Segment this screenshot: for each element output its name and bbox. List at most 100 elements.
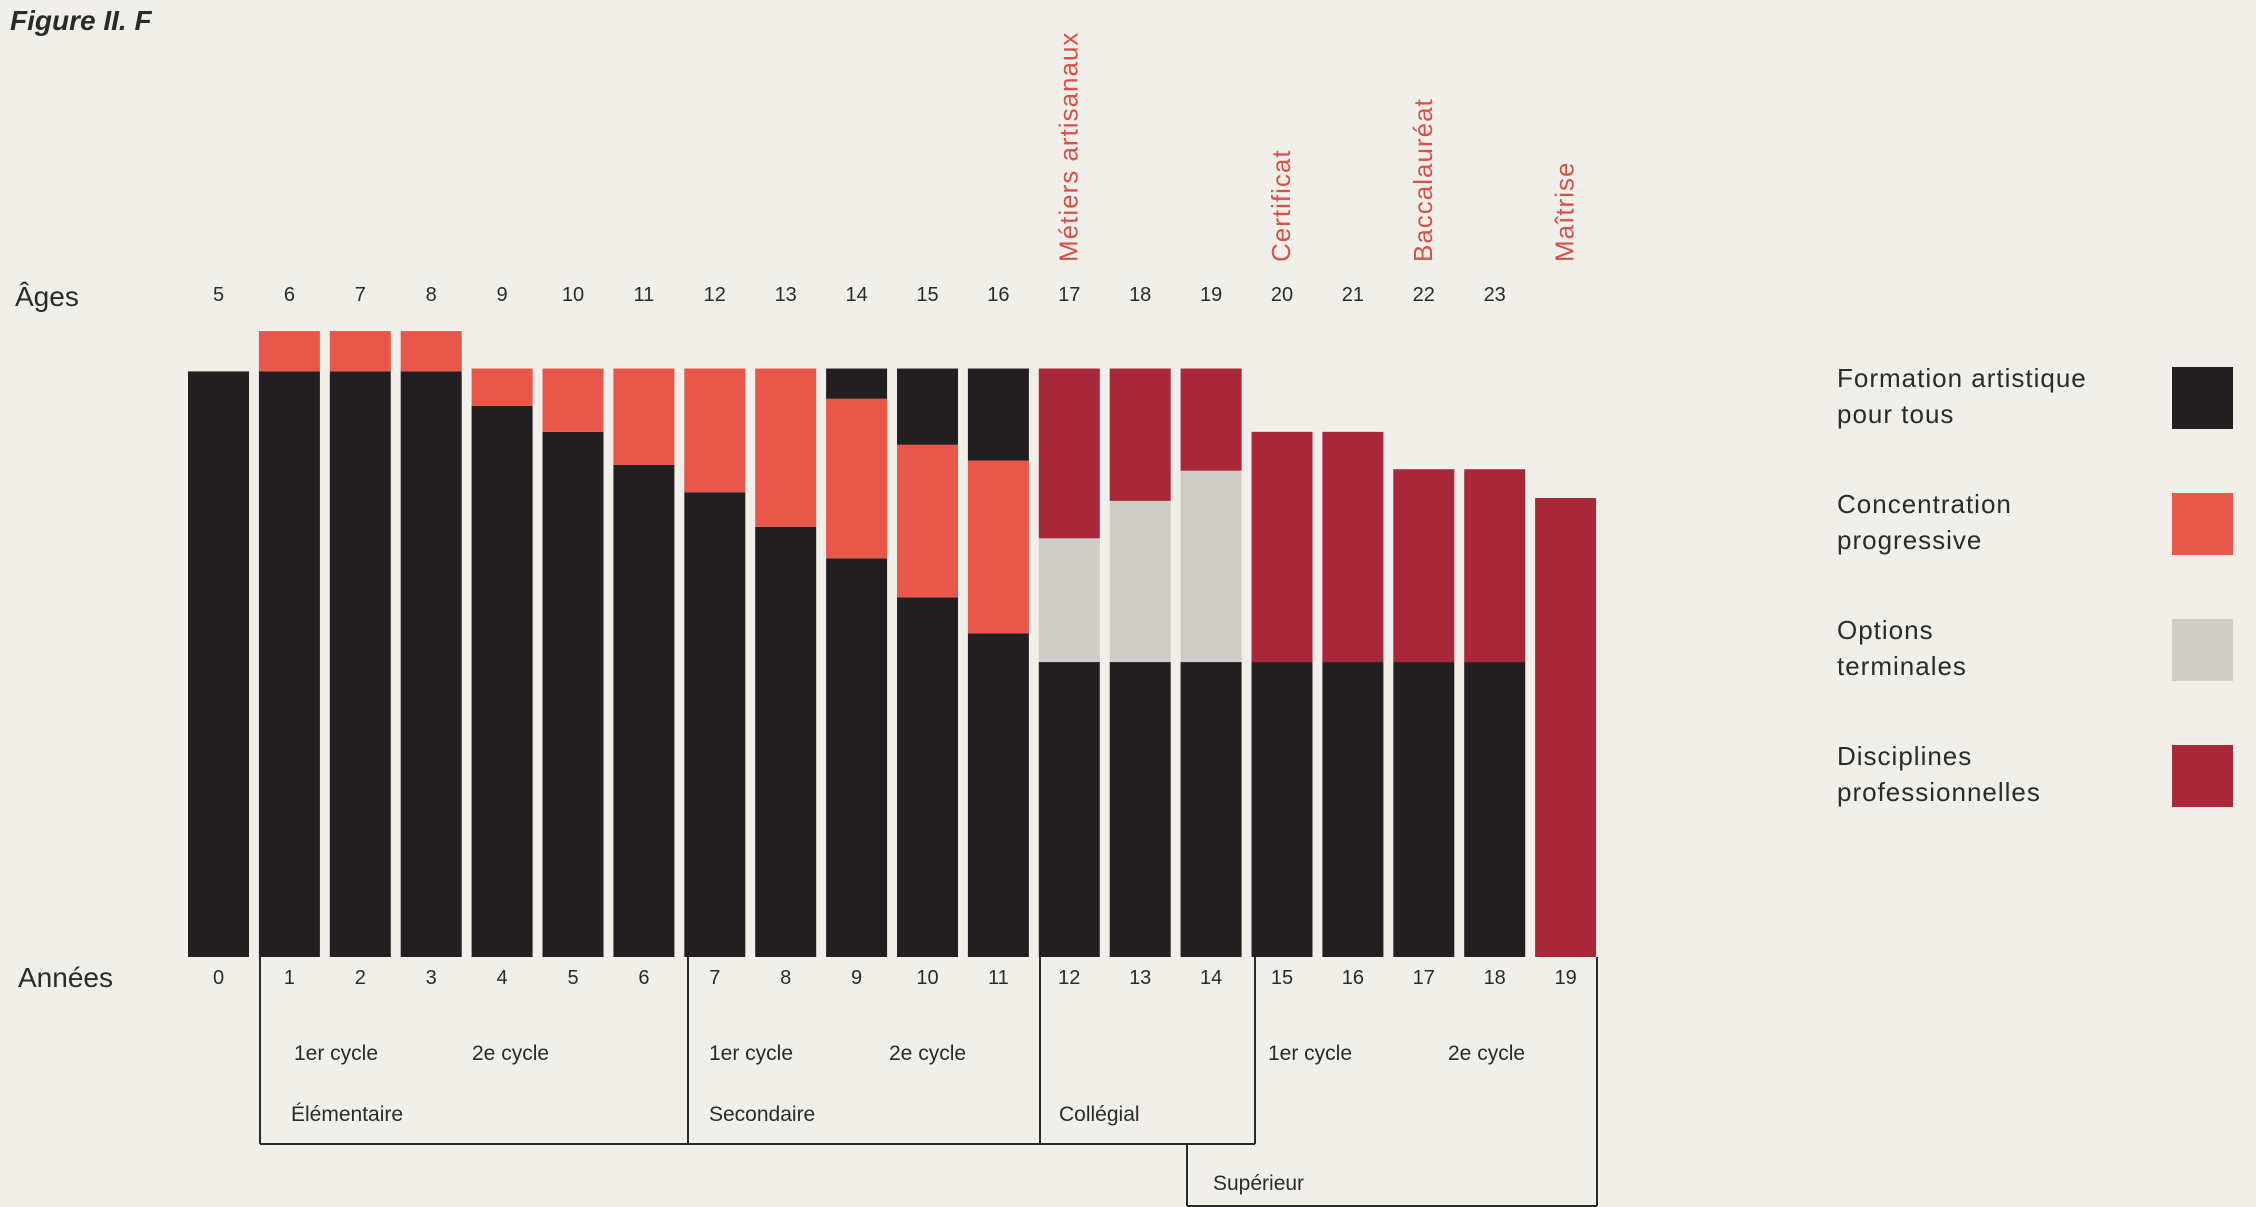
cycle-label: 1er cycle — [1268, 1042, 1352, 1065]
bar-segment — [258, 331, 320, 372]
year-label: 18 — [1484, 967, 1506, 989]
bar-segment — [1322, 431, 1384, 663]
bar-segment — [613, 368, 675, 465]
legend-label: Options terminales — [1837, 615, 1967, 681]
bar-segment — [1322, 662, 1384, 957]
bar-segment — [897, 597, 958, 957]
cycle-label: 2e cycle — [889, 1042, 966, 1065]
bar-segment — [1393, 662, 1455, 957]
year-label: 1 — [284, 967, 295, 989]
year-label: 13 — [1129, 967, 1151, 989]
bar-segment — [826, 398, 888, 559]
bar-segment — [471, 405, 533, 958]
age-label: 15 — [916, 284, 938, 306]
bar-segment — [1109, 500, 1171, 663]
legend-label: Concentration progressive — [1837, 489, 2012, 555]
age-label: 12 — [704, 284, 726, 306]
bar-segment — [967, 633, 1029, 957]
age-label: 23 — [1484, 284, 1506, 306]
cycle-label: 2e cycle — [472, 1042, 549, 1065]
legend-label: Formation artistique pour tous — [1837, 363, 2087, 429]
year-label: 9 — [851, 967, 862, 989]
age-label: 13 — [775, 284, 797, 306]
age-label: 11 — [634, 284, 655, 306]
level-label: Supérieur — [1213, 1172, 1304, 1195]
milestone-label: Métiers artisanaux — [1053, 32, 1083, 262]
cycle-label: 1er cycle — [294, 1042, 378, 1065]
year-axis-label: Années — [18, 962, 113, 993]
bar-segment — [258, 371, 320, 957]
milestone-label: Maîtrise — [1550, 162, 1580, 262]
bar-segment — [1464, 662, 1526, 957]
chart-title: Figure II. F — [10, 5, 152, 36]
age-label: 8 — [426, 284, 437, 306]
year-label: 15 — [1271, 967, 1293, 989]
bar-segment — [684, 368, 746, 493]
bar-segment — [1180, 368, 1242, 471]
bar-segment — [1038, 538, 1100, 663]
bar-segment — [1464, 469, 1526, 663]
year-label: 11 — [988, 967, 1009, 989]
age-label: 22 — [1413, 284, 1435, 306]
bar-segment — [684, 492, 746, 957]
bar-segment — [1109, 368, 1171, 501]
age-label: 17 — [1058, 284, 1080, 306]
cycle-label: 1er cycle — [709, 1042, 793, 1065]
year-label: 16 — [1342, 967, 1364, 989]
bar-segment — [826, 558, 888, 957]
level-label: Élémentaire — [291, 1103, 403, 1126]
bar-segment — [826, 368, 888, 399]
legend-label: Disciplines professionnelles — [1837, 741, 2041, 807]
year-label: 10 — [916, 967, 938, 989]
bar-segment — [897, 368, 958, 445]
legend-swatch — [2172, 493, 2233, 555]
bar-segment — [188, 371, 249, 957]
age-label: 7 — [355, 284, 366, 306]
level-label: Secondaire — [709, 1103, 815, 1126]
legend-swatch — [2172, 619, 2233, 681]
age-label: 14 — [845, 284, 867, 306]
year-label: 3 — [426, 967, 437, 989]
year-label: 0 — [213, 967, 224, 989]
bar-segment — [1038, 662, 1100, 957]
age-label: 21 — [1342, 284, 1364, 306]
bar-segment — [1109, 662, 1171, 957]
legend-swatch — [2172, 367, 2233, 429]
age-label: 19 — [1200, 284, 1222, 306]
bar-segment — [1393, 469, 1455, 663]
age-label: 5 — [213, 284, 224, 306]
bar-segment — [967, 368, 1029, 461]
bar-segment — [1038, 368, 1100, 539]
bar-segment — [1251, 431, 1313, 663]
age-label: 6 — [284, 284, 295, 306]
bar-segment — [329, 331, 391, 372]
year-label: 2 — [355, 967, 366, 989]
bar-segment — [1180, 662, 1242, 957]
age-label: 10 — [562, 284, 584, 306]
level-label: Collégial — [1059, 1103, 1140, 1126]
bar-segment — [400, 371, 462, 957]
age-axis-label: Âges — [15, 281, 79, 312]
year-label: 8 — [780, 967, 791, 989]
milestone-label: Certificat — [1266, 149, 1296, 262]
age-label: 16 — [987, 284, 1009, 306]
year-label: 12 — [1058, 967, 1080, 989]
bar-segment — [897, 444, 958, 598]
cycle-label: 2e cycle — [1448, 1042, 1525, 1065]
year-label: 7 — [709, 967, 720, 989]
bar-segment — [755, 368, 817, 527]
milestone-label: Baccalauréat — [1408, 98, 1438, 262]
bar-segment — [329, 371, 391, 957]
bar-segment — [542, 368, 604, 432]
bar-segment — [755, 526, 817, 957]
bar-segment — [400, 331, 462, 372]
age-label: 9 — [497, 284, 508, 306]
year-label: 5 — [567, 967, 578, 989]
year-label: 6 — [638, 967, 649, 989]
bar-segment — [967, 460, 1029, 634]
bar-segment — [471, 368, 533, 406]
age-label: 18 — [1129, 284, 1151, 306]
legend-swatch — [2172, 745, 2233, 807]
bar-segment — [613, 464, 675, 957]
year-label: 14 — [1200, 967, 1222, 989]
